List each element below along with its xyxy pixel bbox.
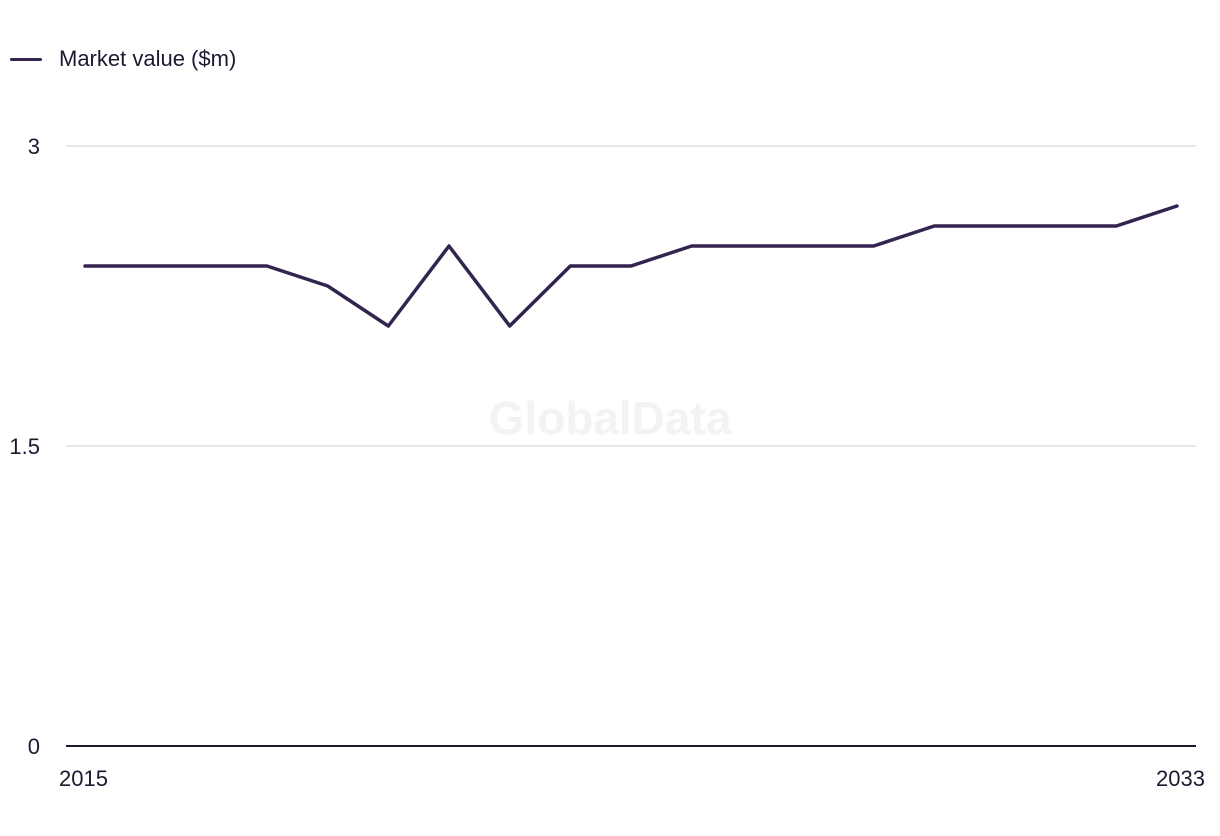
y-tick-label: 1.5 [9,434,40,459]
y-tick-label: 0 [28,734,40,759]
legend-swatch [10,57,42,61]
x-tick-label: 2015 [59,766,108,791]
grid-layer [66,145,1196,747]
x-tick-label: 2033 [1156,766,1205,791]
y-tick-label: 3 [28,134,40,159]
legend-label: Market value ($m) [59,46,237,71]
tick-layer: 0 1.5 3 2015 2033 [9,134,1205,791]
legend: Market value ($m) [10,46,236,72]
series-line [83,204,1179,328]
series-layer [83,204,1179,328]
watermark: GlobalData [489,392,732,444]
